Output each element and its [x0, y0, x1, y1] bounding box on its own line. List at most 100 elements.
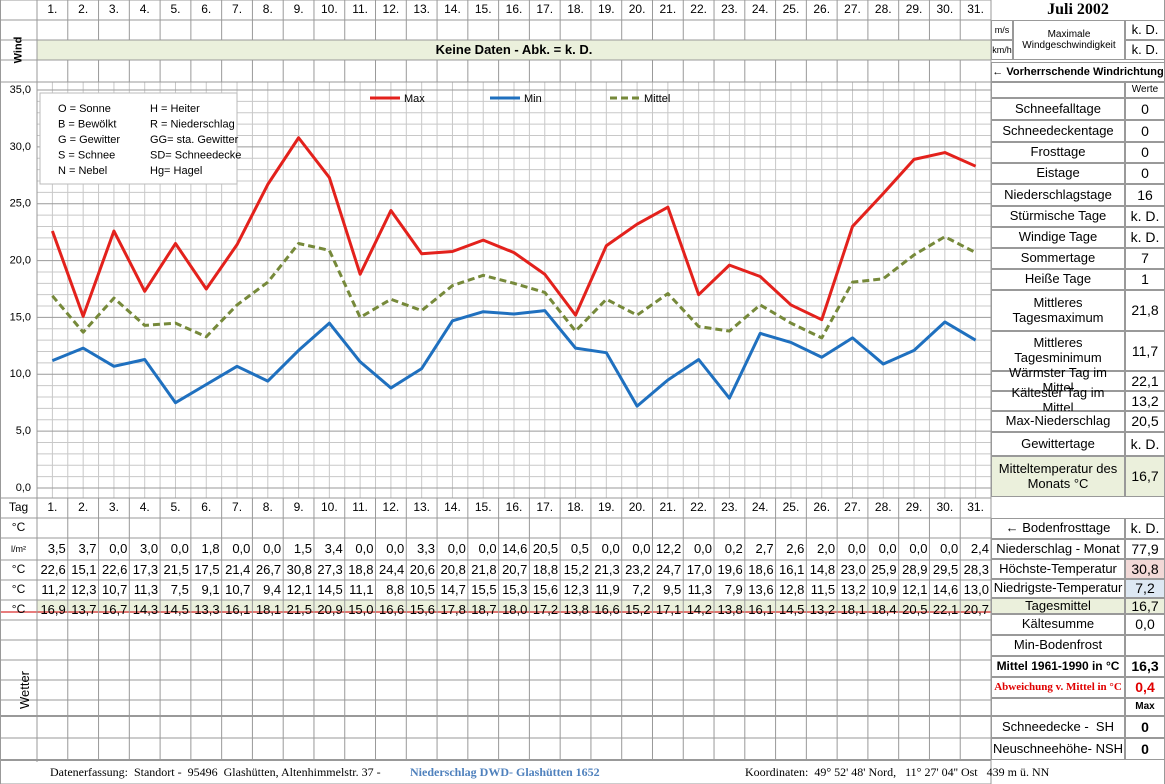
temperature-cell: 16,9 — [40, 601, 66, 617]
temperature-cell: 15,6 — [532, 581, 559, 597]
summary-value: k. D. — [1125, 206, 1165, 227]
temperature-cell: 15,5 — [471, 581, 497, 597]
day-label: 15. — [474, 2, 492, 17]
summary-label: Sommertage — [991, 248, 1125, 269]
series-line — [51, 235, 977, 340]
legend-box-text: G = Gewitter — [58, 134, 120, 146]
day-label: 9. — [293, 2, 304, 17]
unit: m/s — [991, 20, 1013, 40]
precipitation-cell: 0,0 — [478, 540, 497, 556]
precipitation-cell: 0,0 — [386, 540, 405, 556]
temperature-cell: 12,3 — [71, 581, 97, 597]
temperature-cell: 8,8 — [386, 581, 405, 597]
day-label: 3. — [108, 500, 119, 515]
row-label: °C — [11, 520, 26, 535]
max-wind-value: k. D. — [1125, 20, 1165, 40]
precipitation-cell: 0,0 — [232, 540, 251, 556]
temperature-cell: 11,5 — [810, 581, 836, 597]
day-label: 26. — [813, 500, 831, 515]
legend-label: Max — [404, 93, 425, 105]
summary-value: 13,2 — [1125, 391, 1165, 411]
precipitation-cell: 1,5 — [293, 540, 312, 556]
temperature-cell: 15,2 — [625, 601, 651, 617]
day-label: 8. — [262, 2, 273, 17]
legend-box-text: S = Schnee — [58, 149, 115, 161]
summary-value: 21,8 — [1125, 290, 1165, 331]
temperature-cell: 18,6 — [748, 561, 774, 577]
row-label: Tag — [8, 500, 29, 515]
precipitation-cell: 3,7 — [78, 540, 97, 556]
temperature-cell: 13,0 — [963, 581, 989, 597]
temperature-cell: 16,1 — [225, 601, 251, 617]
temperature-cell: 24,7 — [655, 561, 682, 577]
temperature-cell: 9,1 — [201, 581, 220, 597]
legend-box-text: B = Bewölkt — [58, 118, 116, 130]
day-label: 24. — [751, 2, 769, 17]
day-label: 11. — [352, 500, 369, 515]
series-line — [51, 309, 977, 408]
summary-label: Stürmische Tage — [991, 206, 1125, 227]
day-label: 17. — [536, 500, 554, 515]
day-label: 26. — [813, 2, 831, 17]
precipitation-cell: 0,0 — [601, 540, 620, 556]
day-label: 21. — [659, 2, 677, 17]
day-label: 29. — [905, 500, 923, 515]
wind-label: Wind — [12, 36, 25, 64]
temperature-cell: 28,3 — [963, 561, 989, 577]
summary-label: Schneefalltage — [991, 98, 1125, 120]
day-label: 2. — [78, 500, 89, 515]
temperature-cell: 23,2 — [625, 561, 651, 577]
summary-value: 0 — [1125, 163, 1165, 184]
temperature-cell: 7,5 — [170, 581, 189, 597]
summary-value: 7 — [1125, 248, 1165, 269]
day-label: 23. — [721, 500, 738, 515]
temperature-cell: 17,3 — [132, 561, 159, 577]
temperature-cell: 22,6 — [40, 561, 66, 577]
precipitation-cell: 0,0 — [909, 540, 928, 556]
footer-coordinates: Koordinaten: 49° 52' 48' Nord, 11° 27' 0… — [745, 765, 1050, 780]
summary-value: 7,2 — [1125, 579, 1165, 598]
temperature-cell: 11,9 — [595, 581, 620, 597]
temperature-cell: 21,5 — [163, 561, 189, 577]
summary-label: Niedrigste-Temperatur — [991, 579, 1125, 598]
summary-label: Frosttage — [991, 142, 1125, 163]
row-label: °C — [11, 562, 26, 577]
day-label: 12. — [382, 500, 400, 515]
precipitation-cell: 0,5 — [570, 540, 589, 556]
temperature-cell: 21,5 — [286, 601, 312, 617]
day-label: 16. — [505, 500, 523, 515]
temperature-cell: 9,4 — [263, 581, 282, 597]
temperature-cell: 12,1 — [286, 581, 312, 597]
summary-value: 0 — [1125, 98, 1165, 120]
day-label: 2. — [78, 2, 89, 17]
temperature-cell: 15,6 — [409, 601, 436, 617]
summary-label: Kältesumme — [991, 614, 1125, 635]
summary-value: 0 — [1125, 120, 1165, 142]
temperature-cell: 24,4 — [378, 561, 405, 577]
summary-label: Niederschlagstage — [991, 184, 1125, 206]
max-wind-label: Maximale Windgeschwindigkeit — [1013, 20, 1125, 60]
unit: km/h — [991, 40, 1013, 60]
summary-value: 16,3 — [1125, 656, 1165, 677]
summary-label: Mitteltemperatur des Monats °C — [991, 456, 1125, 497]
summary-value: 0 — [1125, 716, 1165, 738]
day-label: 30. — [936, 2, 954, 17]
summary-value: k. D. — [1125, 227, 1165, 248]
temperature-cell: 14,7 — [440, 581, 466, 597]
precipitation-cell: 3,4 — [324, 540, 343, 556]
y-tick-label: 10,0 — [10, 368, 31, 380]
temperature-cell: 18,4 — [871, 601, 897, 617]
summary-label: ← Bodenfrosttage — [991, 518, 1125, 539]
precipitation-cell: 2,0 — [817, 540, 836, 556]
summary-value: 22,1 — [1125, 371, 1165, 391]
temperature-cell: 21,4 — [225, 561, 251, 577]
legend-box-text: Hg= Hagel — [150, 165, 202, 177]
temperature-cell: 14,8 — [809, 561, 836, 577]
summary-label: Schneedeckentage — [991, 120, 1125, 142]
day-label: 31. — [967, 500, 984, 515]
day-label: 6. — [201, 2, 212, 17]
blank-cell — [991, 698, 1125, 716]
summary-label: Gewittertage — [991, 432, 1125, 456]
y-tick-label: 20,0 — [10, 254, 31, 266]
precipitation-cell: 0,0 — [109, 540, 128, 556]
